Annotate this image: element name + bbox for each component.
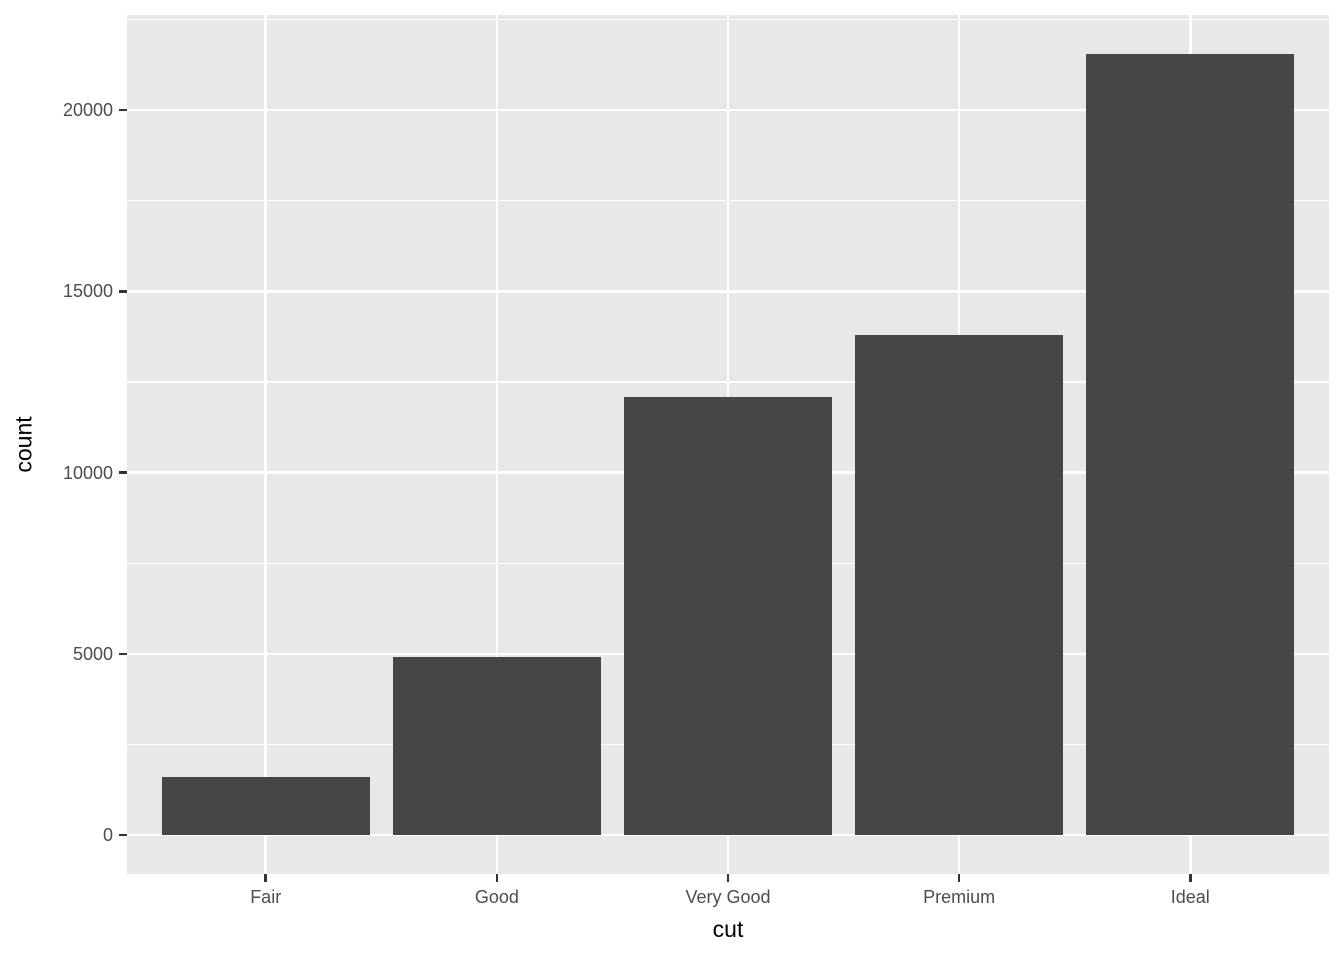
x-gridline-major-good [495, 15, 499, 874]
x-tick-mark [495, 874, 499, 882]
bar-good [392, 657, 601, 835]
y-tick-label: 10000 [62, 462, 113, 483]
y-axis-title: count [10, 416, 37, 473]
x-tick-label-very-good: Very Good [685, 887, 771, 907]
plot-panel [127, 15, 1329, 874]
bar-ideal [1086, 54, 1295, 835]
x-tick-label-fair: Fair [250, 887, 282, 907]
y-tick-mark [119, 652, 127, 656]
x-tick-mark [957, 874, 961, 882]
x-tick-mark [1189, 874, 1192, 882]
y-tick-mark [119, 471, 127, 474]
x-tick-label-good: Good [474, 887, 519, 907]
x-axis-title: cut [712, 916, 744, 942]
x-tick-mark [264, 874, 267, 882]
y-tick-label: 15000 [62, 281, 113, 302]
y-tick-label: 0 [102, 824, 113, 845]
x-tick-label-premium: Premium [923, 887, 996, 907]
bar-very-good [623, 397, 832, 835]
y-tick-mark [119, 108, 127, 112]
y-tick-mark [119, 290, 127, 293]
y-tick-label: 5000 [72, 643, 113, 664]
x-tick-label-ideal: Ideal [1170, 887, 1210, 907]
bar-fair [161, 776, 370, 835]
y-tick-mark [119, 833, 127, 837]
bar-premium [855, 335, 1064, 835]
x-tick-mark [726, 874, 730, 882]
y-tick-label: 20000 [62, 100, 113, 121]
x-gridline-major-fair [264, 15, 267, 874]
